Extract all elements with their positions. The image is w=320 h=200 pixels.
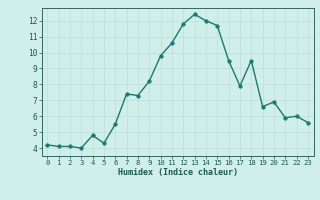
- X-axis label: Humidex (Indice chaleur): Humidex (Indice chaleur): [118, 168, 237, 177]
